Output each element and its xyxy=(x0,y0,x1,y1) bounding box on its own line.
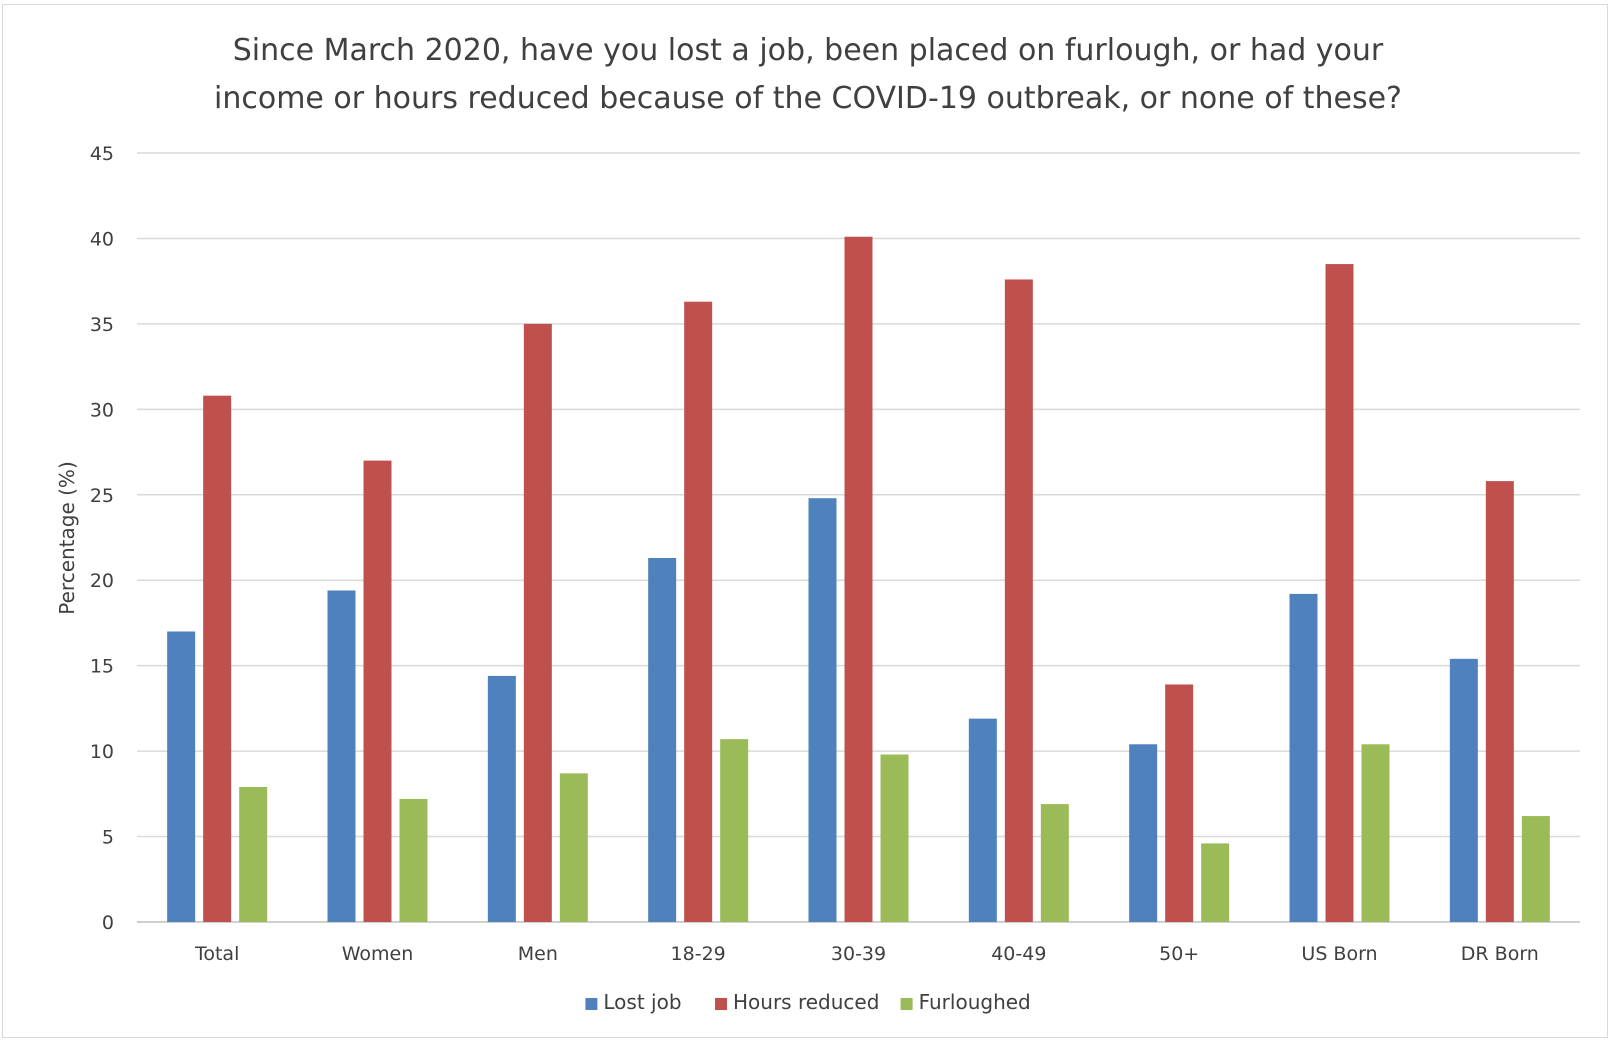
chart-title-line-2: income or hours reduced because of the C… xyxy=(214,81,1402,116)
bar-furloughed xyxy=(1361,744,1390,922)
bar-furloughed xyxy=(239,786,268,922)
bar-lost-job xyxy=(808,498,837,922)
y-tick-label: 5 xyxy=(102,827,114,849)
chart-title-line-1: Since March 2020, have you lost a job, b… xyxy=(233,33,1384,68)
x-tick-label: US Born xyxy=(1301,943,1377,965)
legend-label: Hours reduced xyxy=(733,990,879,1014)
x-tick-label: DR Born xyxy=(1461,943,1539,965)
y-tick-label: 25 xyxy=(90,485,114,507)
bars xyxy=(167,236,1550,923)
y-tick-label: 40 xyxy=(90,228,114,250)
y-tick-label: 15 xyxy=(90,656,114,678)
legend-label: Furloughed xyxy=(919,990,1031,1014)
y-axis-ticks: 0 5 10 15 20 25 30 35 40 45 xyxy=(90,143,114,934)
bar-lost-job xyxy=(1289,593,1318,922)
bar-furloughed xyxy=(399,798,428,922)
legend-swatch-hours-reduced xyxy=(715,998,727,1010)
bar-hours-reduced xyxy=(1004,279,1033,922)
y-axis-title: Percentage (%) xyxy=(55,461,79,614)
x-tick-label: 50+ xyxy=(1159,943,1199,965)
legend-swatch-lost-job xyxy=(585,998,598,1010)
x-axis-ticks: Total Women Men 18-29 30-39 40-49 50+ US Born DR… xyxy=(194,943,1539,965)
y-tick-label: 45 xyxy=(90,143,114,165)
x-tick-label: 40-49 xyxy=(991,943,1046,965)
bar-hours-reduced xyxy=(684,301,713,922)
bar-furloughed xyxy=(1521,816,1550,922)
x-tick-label: 18-29 xyxy=(671,943,726,965)
bar-hours-reduced xyxy=(363,460,392,922)
bar-lost-job xyxy=(1449,658,1478,922)
bar-lost-job xyxy=(327,590,356,922)
x-tick-label: Men xyxy=(518,943,558,965)
x-tick-label: Total xyxy=(194,943,239,965)
y-tick-label: 30 xyxy=(90,399,114,421)
x-tick-label: Women xyxy=(342,943,414,965)
bar-hours-reduced xyxy=(523,323,552,922)
bar-furloughed xyxy=(1201,843,1230,922)
legend: Lost job Hours reduced Furloughed xyxy=(585,990,1031,1014)
bar-furloughed xyxy=(559,773,588,922)
x-tick-label: 30-39 xyxy=(831,943,886,965)
bar-hours-reduced xyxy=(203,395,232,922)
bar-lost-job xyxy=(487,675,516,922)
bar-furloughed xyxy=(720,739,749,922)
y-tick-label: 35 xyxy=(90,314,114,336)
bar-lost-job xyxy=(1129,744,1158,922)
legend-swatch-furloughed xyxy=(900,998,913,1010)
y-tick-label: 10 xyxy=(90,741,114,763)
bar-lost-job xyxy=(968,718,997,922)
chart-title: Since March 2020, have you lost a job, b… xyxy=(214,33,1402,116)
legend-label: Lost job xyxy=(603,990,681,1014)
bar-hours-reduced xyxy=(1325,264,1354,923)
bar-hours-reduced xyxy=(1165,684,1194,922)
bar-lost-job xyxy=(167,631,196,922)
y-tick-label: 0 xyxy=(102,912,114,934)
bar-hours-reduced xyxy=(844,236,873,923)
bar-lost-job xyxy=(648,558,677,922)
y-tick-label: 20 xyxy=(90,570,114,592)
bar-hours-reduced xyxy=(1485,481,1514,922)
bar-furloughed xyxy=(880,754,909,922)
bar-furloughed xyxy=(1040,804,1069,922)
